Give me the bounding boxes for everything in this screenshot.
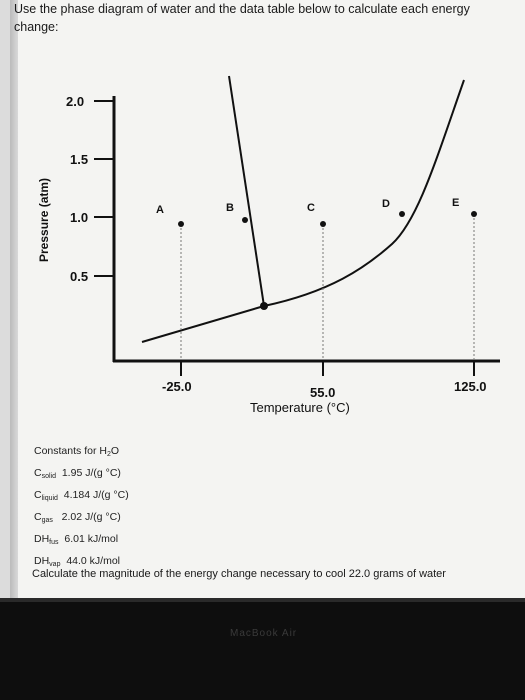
constant-row: Csolid 1.95 J/(g °C) bbox=[34, 464, 129, 486]
y-tick-label: 2.0 bbox=[66, 94, 84, 109]
constants-title-prefix: Constants for H bbox=[34, 445, 107, 457]
point-a-label: A bbox=[156, 204, 164, 216]
instruction-line-2: change: bbox=[14, 20, 59, 34]
constant-value: 4.184 J/(g °C) bbox=[63, 489, 129, 501]
device-label: MacBook Air bbox=[230, 628, 298, 639]
x-tick-label: 55.0 bbox=[310, 385, 335, 400]
point-e-marker bbox=[471, 211, 477, 217]
constant-subscript: solid bbox=[41, 473, 56, 480]
point-b-label: B bbox=[226, 202, 234, 214]
constant-symbol: C bbox=[34, 467, 42, 479]
phase-diagram: 2.0 1.5 1.0 0.5 Pressure (atm) -25.0 55.… bbox=[37, 75, 500, 415]
point-c-marker bbox=[320, 221, 326, 227]
constant-symbol: DH bbox=[34, 555, 50, 567]
laptop-bezel bbox=[0, 598, 525, 700]
constant-row: Cgas 2.02 J/(g °C) bbox=[34, 508, 129, 530]
constants-title-suffix: O bbox=[110, 445, 120, 457]
constants-table: Constants for H2O Csolid 1.95 J/(g °C) C… bbox=[34, 442, 129, 574]
question-text: Calculate the magnitude of the energy ch… bbox=[32, 568, 446, 580]
constants-title: Constants for H2O bbox=[34, 442, 129, 464]
constants-title-subscript: 2 bbox=[106, 451, 111, 458]
y-tick-label: 1.5 bbox=[70, 152, 88, 167]
triple-point bbox=[260, 302, 268, 310]
instruction-line-1: Use the phase diagram of water and the d… bbox=[14, 2, 470, 16]
y-tick-label: 1.0 bbox=[70, 210, 88, 225]
x-axis-title: Temperature (°C) bbox=[250, 400, 350, 415]
constant-symbol: DH bbox=[34, 533, 50, 545]
solid-liquid-boundary bbox=[228, 75, 265, 307]
point-b-marker bbox=[242, 217, 248, 223]
constant-symbol: C bbox=[34, 489, 42, 501]
constant-value: 6.01 kJ/mol bbox=[64, 533, 119, 545]
constant-row: Cliquid 4.184 J/(g °C) bbox=[34, 486, 129, 508]
point-e-label: E bbox=[452, 197, 459, 209]
liquid-gas-boundary bbox=[263, 79, 465, 307]
worksheet-photo: Use the phase diagram of water and the d… bbox=[0, 0, 525, 598]
x-tick-label: -25.0 bbox=[162, 379, 192, 394]
constant-subscript: liquid bbox=[41, 495, 58, 502]
solid-gas-boundary bbox=[141, 305, 265, 343]
constant-symbol: C bbox=[34, 511, 42, 523]
constant-row: DHfus 6.01 kJ/mol bbox=[34, 530, 129, 552]
constant-subscript: fus bbox=[49, 539, 59, 546]
point-d-label: D bbox=[382, 198, 390, 210]
instruction-text: Use the phase diagram of water and the d… bbox=[14, 0, 494, 36]
constant-subscript: gas bbox=[41, 517, 53, 524]
constant-value: 2.02 J/(g °C) bbox=[61, 511, 121, 523]
constant-value: 44.0 kJ/mol bbox=[66, 555, 121, 567]
worksheet-page bbox=[18, 0, 525, 598]
y-tick-label: 0.5 bbox=[70, 269, 88, 284]
constant-row: DHvap 44.0 kJ/mol bbox=[34, 552, 129, 574]
constant-value: 1.95 J/(g °C) bbox=[61, 467, 121, 479]
y-axis-title: Pressure (atm) bbox=[37, 178, 51, 262]
point-d-marker bbox=[399, 211, 405, 217]
page-edge bbox=[10, 0, 20, 598]
constant-subscript: vap bbox=[49, 561, 61, 568]
point-c-label: C bbox=[307, 202, 315, 214]
point-a-marker bbox=[178, 221, 184, 227]
laptop-hinge bbox=[0, 598, 525, 602]
x-tick-label: 125.0 bbox=[454, 379, 487, 394]
